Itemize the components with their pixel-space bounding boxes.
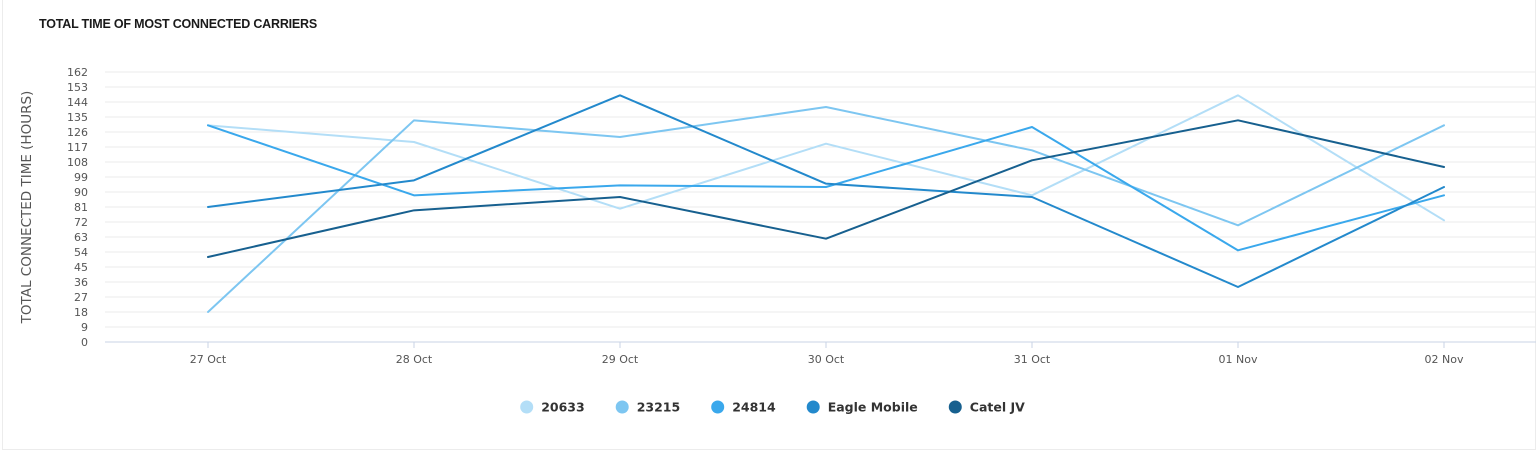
legend-marker-eagle-mobile[interactable] — [806, 400, 820, 414]
legend-marker-24814[interactable] — [711, 400, 725, 414]
y-tick-label: 72 — [74, 216, 88, 229]
y-tick-label: 126 — [67, 126, 88, 139]
y-tick-label: 81 — [74, 201, 88, 214]
y-tick-label: 27 — [74, 291, 88, 304]
legend-marker-catel-jv[interactable] — [948, 400, 962, 414]
y-tick-label: 45 — [74, 261, 88, 274]
series-line-24814 — [207, 124, 1445, 252]
legend-marker-20633[interactable] — [520, 400, 534, 414]
x-tick-label: 27 Oct — [190, 353, 227, 366]
x-tick-label: 02 Nov — [1425, 353, 1464, 366]
legend-label-20633[interactable]: 20633 — [541, 400, 585, 415]
y-tick-label: 90 — [74, 186, 88, 199]
y-tick-label: 153 — [67, 81, 88, 94]
y-tick-label: 99 — [74, 171, 88, 184]
y-tick-label: 108 — [67, 156, 88, 169]
legend-label-eagle-mobile[interactable]: Eagle Mobile — [828, 400, 918, 415]
series-line-catel-jv — [207, 119, 1445, 258]
x-tick-label: 31 Oct — [1014, 353, 1051, 366]
series-line-23215 — [207, 106, 1445, 313]
x-tick-label: 29 Oct — [602, 353, 639, 366]
x-tick-label: 01 Nov — [1219, 353, 1258, 366]
legend-label-catel-jv[interactable]: Catel JV — [970, 400, 1025, 415]
x-tick-label: 28 Oct — [396, 353, 433, 366]
legend-marker-23215[interactable] — [615, 400, 629, 414]
y-tick-label: 0 — [81, 336, 88, 349]
y-tick-label: 144 — [67, 96, 88, 109]
y-tick-label: 18 — [74, 306, 88, 319]
y-tick-label: 117 — [67, 141, 88, 154]
y-tick-label: 36 — [74, 276, 88, 289]
y-tick-label: 63 — [74, 231, 88, 244]
chart-title: TOTAL TIME OF MOST CONNECTED CARRIERS — [39, 17, 318, 31]
y-axis-title: TOTAL CONNECTED TIME (HOURS) — [19, 91, 35, 325]
x-tick-label: 30 Oct — [808, 353, 845, 366]
series-line-eagle-mobile — [207, 94, 1445, 288]
y-tick-label: 54 — [74, 246, 88, 259]
legend-label-23215[interactable]: 23215 — [637, 400, 681, 415]
y-tick-label: 162 — [67, 66, 88, 79]
y-tick-label: 9 — [81, 321, 88, 334]
y-tick-label: 135 — [67, 111, 88, 124]
legend-label-24814[interactable]: 24814 — [732, 400, 776, 415]
series-line-20633 — [207, 94, 1445, 222]
